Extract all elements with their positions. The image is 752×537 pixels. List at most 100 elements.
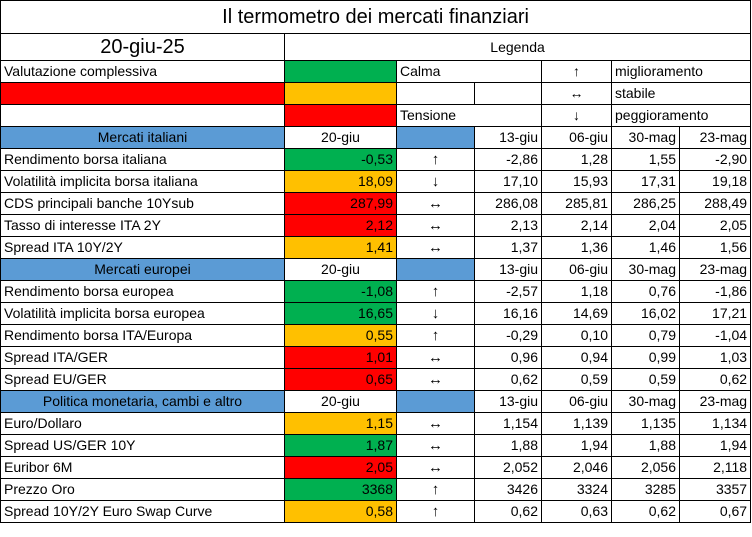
indicator-label: Euro/Dollaro bbox=[0, 412, 285, 435]
history-value: 286,25 bbox=[611, 192, 680, 215]
history-value: 1,03 bbox=[678, 346, 752, 369]
indicator-label: Tasso di interesse ITA 2Y bbox=[0, 214, 285, 237]
history-value: 1,37 bbox=[474, 236, 542, 259]
history-value: 1,94 bbox=[541, 434, 612, 457]
history-value: 17,10 bbox=[474, 170, 542, 193]
history-value: 0,62 bbox=[678, 368, 752, 391]
current-value-status-cell: -0,53 bbox=[284, 148, 397, 171]
section-header: Politica monetaria, cambi e altro 20-giu 1… bbox=[0, 390, 752, 413]
column-header-week: 30-mag bbox=[611, 258, 680, 281]
legend-stable-text: stabile bbox=[610, 82, 752, 105]
trend-arrow-icon: ↔ bbox=[396, 412, 475, 435]
overall-assessment-label: Valutazione complessiva bbox=[0, 60, 285, 83]
indicator-label: Volatilità implicita borsa europea bbox=[0, 302, 285, 325]
table-row: Spread ITA 10Y/2Y 1,41 ↔ 1,37 1,36 1,46 1,56 bbox=[0, 236, 752, 259]
legend-stable-arrow-icon: ↔ bbox=[541, 82, 612, 105]
history-value: 2,056 bbox=[611, 456, 680, 479]
history-value: 1,94 bbox=[678, 434, 752, 457]
table-row: Spread 10Y/2Y Euro Swap Curve 0,58 ↑ 0,62 0,… bbox=[0, 500, 752, 523]
history-value: 0,62 bbox=[474, 500, 542, 523]
history-value: 0,62 bbox=[474, 368, 542, 391]
current-value-status-cell: -1,08 bbox=[284, 280, 397, 303]
history-value: 1,134 bbox=[678, 412, 752, 435]
trend-arrow-icon: ↔ bbox=[396, 368, 475, 391]
indicator-label: Prezzo Oro bbox=[0, 478, 285, 501]
section-title: Mercati europei bbox=[0, 258, 285, 281]
history-value: 1,88 bbox=[611, 434, 680, 457]
history-value: 17,21 bbox=[678, 302, 752, 325]
legend-red-swatch bbox=[284, 104, 397, 127]
current-value-status-cell: 0,65 bbox=[284, 368, 397, 391]
column-header-week: 30-mag bbox=[611, 126, 680, 149]
table-row: Spread ITA/GER 1,01 ↔ 0,96 0,94 0,99 1,03 bbox=[0, 346, 752, 369]
history-value: 1,46 bbox=[611, 236, 680, 259]
table-row: Rendimento borsa europea -1,08 ↑ -2,57 1,18 0… bbox=[0, 280, 752, 303]
history-value: 1,88 bbox=[474, 434, 542, 457]
history-value: 288,49 bbox=[678, 192, 752, 215]
section-title: Mercati italiani bbox=[0, 126, 285, 149]
history-value: 1,18 bbox=[541, 280, 612, 303]
indicator-label: Spread US/GER 10Y bbox=[0, 434, 285, 457]
column-header-week: 06-giu bbox=[541, 126, 612, 149]
history-value: 0,96 bbox=[474, 346, 542, 369]
indicator-label: CDS principali banche 10Ysub bbox=[0, 192, 285, 215]
history-value: 16,16 bbox=[474, 302, 542, 325]
table-row: Volatilità implicita borsa europea 16,65 ↓… bbox=[0, 302, 752, 325]
indicator-label: Rendimento borsa europea bbox=[0, 280, 285, 303]
trend-column-header bbox=[396, 258, 475, 281]
trend-arrow-icon: ↑ bbox=[396, 478, 475, 501]
table-row: Prezzo Oro 3368 ↑ 3426 3324 3285 3357 bbox=[0, 478, 752, 501]
history-value: 2,118 bbox=[678, 456, 752, 479]
indicator-label: Spread 10Y/2Y Euro Swap Curve bbox=[0, 500, 285, 523]
history-value: 16,02 bbox=[611, 302, 680, 325]
column-header-week: 06-giu bbox=[541, 390, 612, 413]
table-row: Spread US/GER 10Y 1,87 ↔ 1,88 1,94 1,88 1,94 bbox=[0, 434, 752, 457]
column-header-week: 23-mag bbox=[678, 126, 752, 149]
table-row: Volatilità implicita borsa italiana 18,09… bbox=[0, 170, 752, 193]
history-value: 0,59 bbox=[541, 368, 612, 391]
history-value: 3426 bbox=[474, 478, 542, 501]
history-value: 1,56 bbox=[678, 236, 752, 259]
column-header-week: 06-giu bbox=[541, 258, 612, 281]
current-value-status-cell: 0,55 bbox=[284, 324, 397, 347]
history-value: 2,05 bbox=[678, 214, 752, 237]
table-row: Rendimento borsa italiana -0,53 ↑ -2,86 1,28… bbox=[0, 148, 752, 171]
current-value-status-cell: 1,41 bbox=[284, 236, 397, 259]
legend-tension-label: Tensione bbox=[396, 104, 542, 127]
history-value: 286,08 bbox=[474, 192, 542, 215]
legend-down-arrow-icon: ↓ bbox=[541, 104, 612, 127]
column-header-current: 20-giu bbox=[284, 126, 397, 149]
column-header-week: 13-giu bbox=[474, 390, 542, 413]
history-value: 15,93 bbox=[541, 170, 612, 193]
trend-arrow-icon: ↔ bbox=[396, 236, 475, 259]
report-date: 20-giu-25 bbox=[0, 33, 285, 61]
indicator-label: Rendimento borsa ITA/Europa bbox=[0, 324, 285, 347]
section-header: Mercati italiani 20-giu 13-giu 06-giu 30-mag… bbox=[0, 126, 752, 149]
trend-arrow-icon: ↓ bbox=[396, 302, 475, 325]
legend-up-arrow-icon: ↑ bbox=[541, 60, 612, 83]
table-row: Euribor 6M 2,05 ↔ 2,052 2,046 2,056 2,118 bbox=[0, 456, 752, 479]
trend-arrow-icon: ↔ bbox=[396, 214, 475, 237]
history-value: 2,04 bbox=[611, 214, 680, 237]
current-value-status-cell: 0,58 bbox=[284, 500, 397, 523]
history-value: -2,86 bbox=[474, 148, 542, 171]
overall-assessment-indicator bbox=[0, 82, 285, 105]
history-value: 3285 bbox=[611, 478, 680, 501]
legend-green-swatch bbox=[284, 60, 397, 83]
trend-arrow-icon: ↔ bbox=[396, 434, 475, 457]
column-header-week: 13-giu bbox=[474, 126, 542, 149]
column-header-week: 23-mag bbox=[678, 258, 752, 281]
indicator-label: Euribor 6M bbox=[0, 456, 285, 479]
indicator-label: Volatilità implicita borsa italiana bbox=[0, 170, 285, 193]
history-value: 2,13 bbox=[474, 214, 542, 237]
history-value: 0,94 bbox=[541, 346, 612, 369]
current-value-status-cell: 18,09 bbox=[284, 170, 397, 193]
history-value: 0,79 bbox=[611, 324, 680, 347]
indicator-label: Spread EU/GER bbox=[0, 368, 285, 391]
history-value: 0,63 bbox=[541, 500, 612, 523]
history-value: 1,55 bbox=[611, 148, 680, 171]
section-title: Politica monetaria, cambi e altro bbox=[0, 390, 285, 413]
history-value: 3357 bbox=[678, 478, 752, 501]
history-value: 3324 bbox=[541, 478, 612, 501]
history-value: 0,76 bbox=[611, 280, 680, 303]
